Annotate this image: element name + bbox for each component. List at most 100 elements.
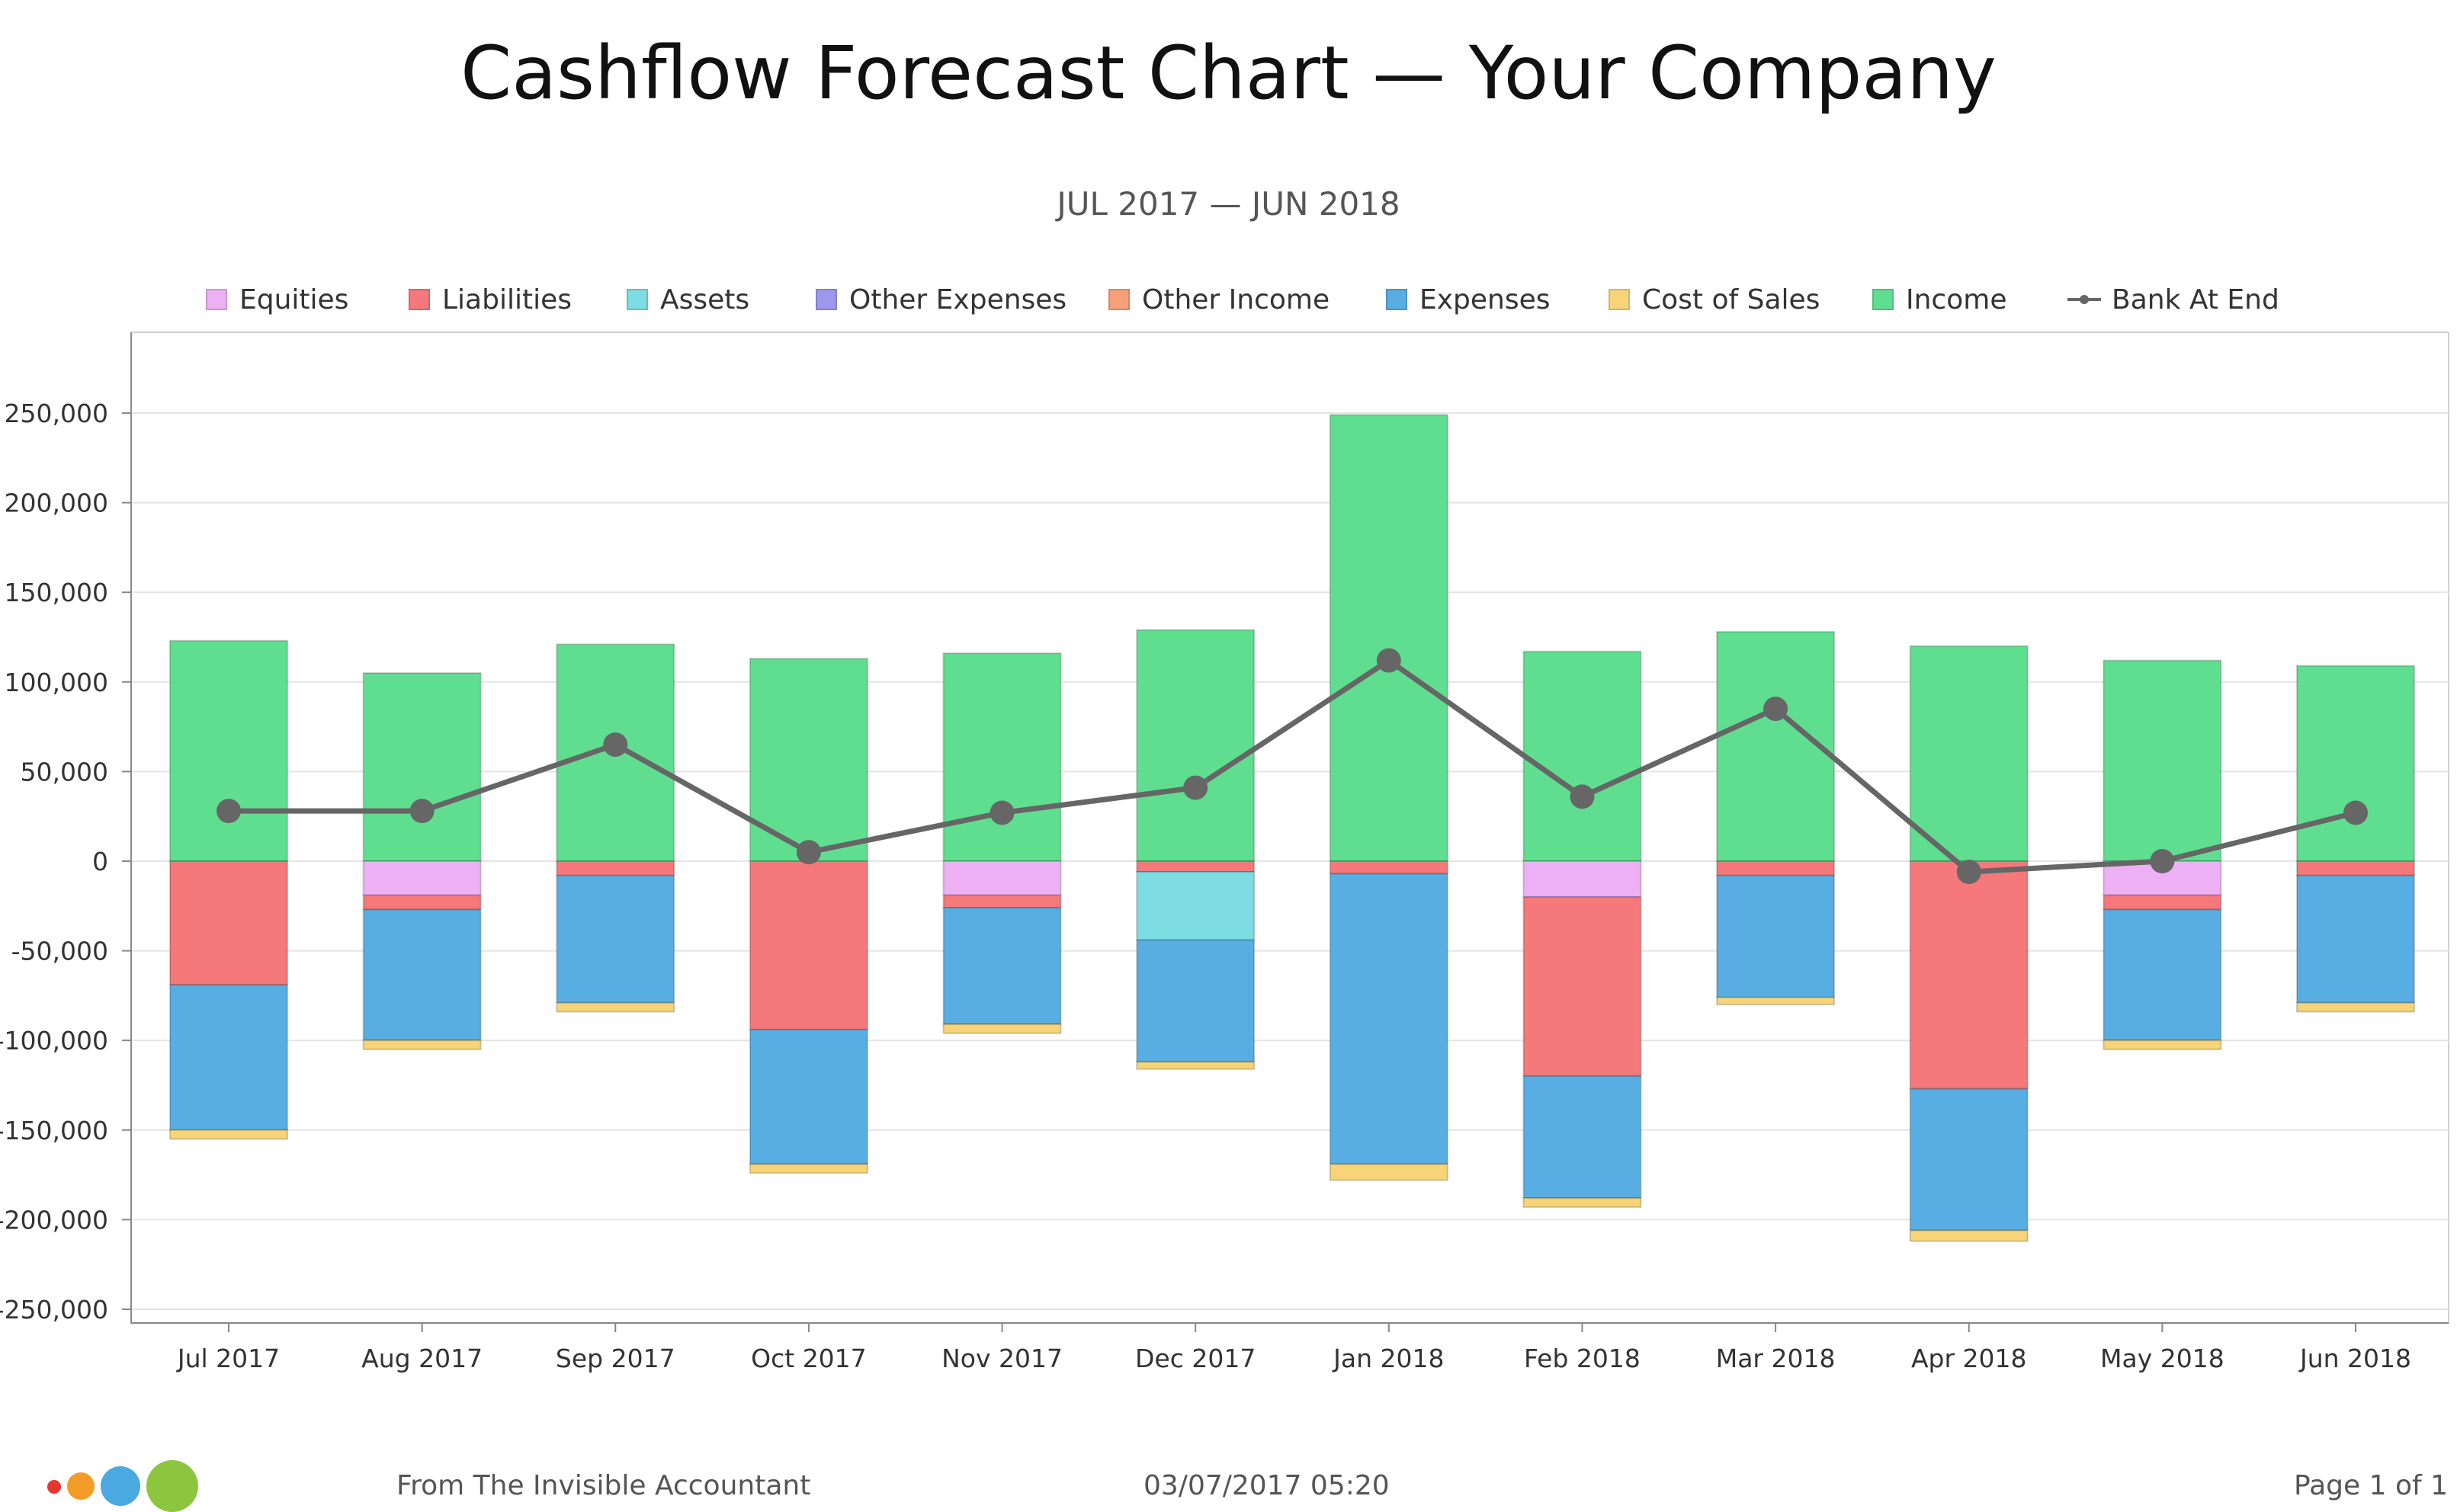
y-tick-label: -150,000 bbox=[0, 1116, 108, 1145]
bar-liabilities bbox=[362, 894, 482, 911]
bar-liabilities bbox=[2103, 894, 2222, 911]
bar-expenses bbox=[556, 874, 675, 1004]
bar-cost-of-sales bbox=[942, 1023, 1062, 1034]
legend-item-assets: Assets bbox=[627, 280, 749, 319]
legend-label: Income bbox=[1906, 284, 2007, 316]
legend-item-equities: Equities bbox=[206, 280, 348, 319]
bar-liabilities bbox=[1909, 860, 2029, 1090]
legend-swatch bbox=[1872, 289, 1894, 310]
bar-cost-of-sales bbox=[1522, 1197, 1642, 1208]
y-tick-label: 200,000 bbox=[5, 489, 108, 518]
bar-equities bbox=[942, 860, 1062, 896]
bar-income bbox=[1522, 650, 1642, 862]
bar-assets bbox=[1136, 871, 1256, 941]
y-tick-label: 50,000 bbox=[21, 757, 108, 786]
bar-cost-of-sales bbox=[169, 1129, 288, 1140]
chart-subtitle: JUL 2017 — JUN 2018 bbox=[1057, 185, 1400, 223]
bar-liabilities bbox=[169, 860, 288, 986]
legend-swatch bbox=[1609, 289, 1630, 310]
bar-income bbox=[362, 672, 482, 862]
point-bank-at-end bbox=[1183, 775, 1208, 800]
bar-cost-of-sales bbox=[1716, 996, 1836, 1006]
y-tick-label: 250,000 bbox=[5, 399, 108, 428]
company-logo bbox=[44, 1456, 204, 1512]
legend-label: Bank At End bbox=[2112, 284, 2279, 316]
point-bank-at-end bbox=[990, 800, 1015, 825]
legend-item-cost-of-sales: Cost of Sales bbox=[1609, 280, 1820, 319]
y-tick-label: -200,000 bbox=[0, 1205, 108, 1235]
x-tick-label: Apr 2018 bbox=[1911, 1344, 2027, 1373]
bar-liabilities bbox=[1136, 860, 1256, 873]
y-tick-label: -250,000 bbox=[0, 1295, 108, 1325]
bar-expenses bbox=[1716, 874, 1836, 998]
bar-liabilities bbox=[1716, 860, 1836, 876]
bar-cost-of-sales bbox=[2103, 1040, 2222, 1050]
point-bank-at-end bbox=[603, 732, 628, 758]
y-tick-label: -50,000 bbox=[11, 937, 108, 966]
x-tick-label: May 2018 bbox=[2100, 1344, 2224, 1373]
legend-swatch bbox=[816, 289, 837, 310]
bar-income bbox=[1136, 629, 1256, 862]
bar-liabilities bbox=[1522, 896, 1642, 1078]
line-bank-at-end bbox=[229, 657, 2356, 875]
bar-cost-of-sales bbox=[556, 1001, 675, 1013]
bar-income bbox=[169, 639, 288, 862]
legend-swatch bbox=[627, 289, 648, 310]
bar-liabilities bbox=[556, 860, 675, 876]
x-tick-label: Feb 2018 bbox=[1524, 1344, 1641, 1373]
legend-item-expenses: Expenses bbox=[1386, 280, 1551, 319]
bar-cost-of-sales bbox=[749, 1163, 868, 1174]
point-bank-at-end bbox=[796, 840, 821, 865]
bar-liabilities bbox=[1329, 860, 1448, 875]
x-tick-label: Jun 2018 bbox=[2298, 1344, 2411, 1373]
bar-liabilities bbox=[2296, 860, 2415, 876]
x-tick-label: Mar 2018 bbox=[1716, 1344, 1836, 1373]
legend-swatch bbox=[2067, 289, 2101, 310]
bar-income bbox=[2103, 659, 2222, 862]
bar-income bbox=[942, 652, 1062, 863]
legend-label: Liabilities bbox=[442, 284, 572, 316]
bar-expenses bbox=[1329, 873, 1448, 1165]
legend-label: Equities bbox=[239, 284, 349, 316]
bar-equities bbox=[1522, 860, 1642, 899]
bar-expenses bbox=[1909, 1088, 2029, 1232]
chart-title: Cashflow Forecast Chart — Your Company bbox=[460, 30, 1997, 116]
bar-expenses bbox=[362, 908, 482, 1042]
legend-label: Other Income bbox=[1142, 284, 1330, 316]
bar-equities bbox=[362, 860, 482, 896]
point-bank-at-end bbox=[217, 799, 241, 824]
y-tick-label: -100,000 bbox=[0, 1026, 108, 1056]
legend-label: Expenses bbox=[1419, 284, 1551, 316]
x-tick-label: Jul 2017 bbox=[176, 1344, 280, 1373]
point-bank-at-end bbox=[1763, 697, 1788, 722]
bar-income bbox=[1329, 414, 1448, 862]
cashflow-chart: 250,000 200,000 150,000 100,000 50,000 0 -50,0… bbox=[0, 332, 2449, 1373]
legend-label: Other Expenses bbox=[849, 284, 1067, 316]
point-bank-at-end bbox=[2343, 800, 2368, 825]
point-bank-at-end bbox=[2150, 849, 2175, 873]
legend-swatch bbox=[1386, 289, 1407, 310]
footer-page: Page 1 of 1 bbox=[2294, 1470, 2448, 1501]
legend-item-liabilities: Liabilities bbox=[409, 280, 572, 319]
x-tick-label: Aug 2017 bbox=[361, 1344, 483, 1373]
legend: Equities Liabilities Assets Other Expenses O… bbox=[0, 280, 2457, 319]
bar-expenses bbox=[1522, 1075, 1642, 1200]
point-bank-at-end bbox=[1376, 648, 1401, 673]
bar-liabilities bbox=[749, 860, 868, 1031]
legend-label: Cost of Sales bbox=[1642, 284, 1820, 316]
x-tick-label: Sep 2017 bbox=[556, 1344, 675, 1373]
bar-liabilities bbox=[942, 894, 1062, 909]
x-tick-label: Jan 2018 bbox=[1332, 1344, 1444, 1373]
point-bank-at-end bbox=[1570, 784, 1595, 809]
bar-expenses bbox=[749, 1029, 868, 1165]
legend-swatch bbox=[409, 289, 430, 310]
y-tick-label: 0 bbox=[92, 847, 108, 876]
bar-income bbox=[1909, 645, 2029, 862]
bar-cost-of-sales bbox=[1909, 1229, 2029, 1242]
legend-label: Assets bbox=[660, 284, 750, 316]
bar-expenses bbox=[2296, 874, 2415, 1004]
bar-expenses bbox=[1136, 939, 1256, 1063]
footer-datetime: 03/07/2017 05:20 bbox=[1143, 1470, 1390, 1501]
legend-swatch bbox=[1108, 289, 1130, 310]
bar-income bbox=[1716, 630, 1836, 862]
